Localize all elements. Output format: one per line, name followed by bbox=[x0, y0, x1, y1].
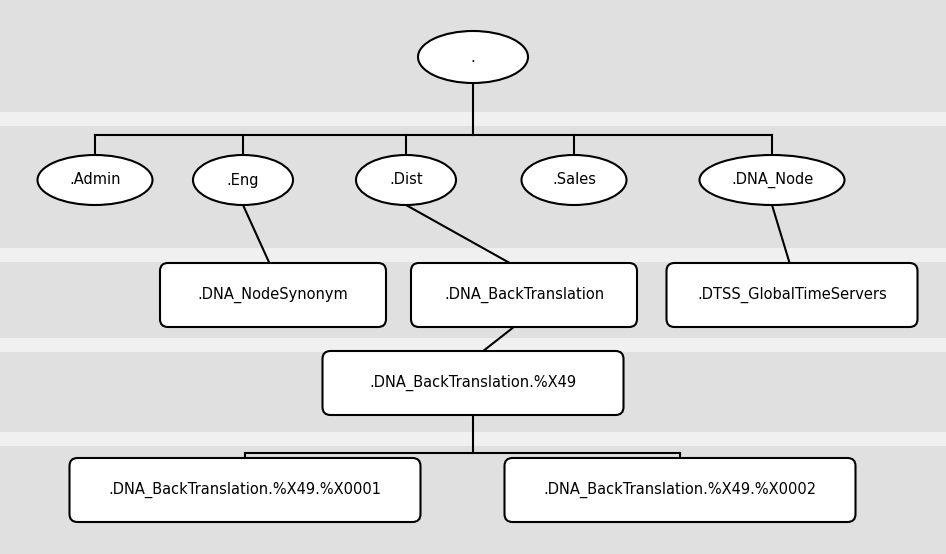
Text: .Sales: .Sales bbox=[552, 172, 596, 187]
Ellipse shape bbox=[418, 31, 528, 83]
FancyBboxPatch shape bbox=[160, 263, 386, 327]
FancyBboxPatch shape bbox=[323, 351, 623, 415]
Ellipse shape bbox=[521, 155, 626, 205]
Ellipse shape bbox=[356, 155, 456, 205]
Text: .DNA_NodeSynonym: .DNA_NodeSynonym bbox=[198, 287, 348, 303]
Text: .Dist: .Dist bbox=[389, 172, 423, 187]
Ellipse shape bbox=[38, 155, 152, 205]
Text: .DNA_BackTranslation.%X49.%X0001: .DNA_BackTranslation.%X49.%X0001 bbox=[109, 482, 381, 498]
FancyBboxPatch shape bbox=[667, 263, 918, 327]
Text: .DTSS_GlobalTimeServers: .DTSS_GlobalTimeServers bbox=[697, 287, 887, 303]
Text: .Eng: .Eng bbox=[227, 172, 259, 187]
Text: .DNA_Node: .DNA_Node bbox=[731, 172, 814, 188]
Ellipse shape bbox=[699, 155, 845, 205]
FancyBboxPatch shape bbox=[504, 458, 855, 522]
Bar bbox=[0, 338, 946, 352]
Text: .DNA_BackTranslation.%X49.%X0002: .DNA_BackTranslation.%X49.%X0002 bbox=[543, 482, 816, 498]
FancyBboxPatch shape bbox=[69, 458, 421, 522]
Bar bbox=[0, 432, 946, 446]
Text: .DNA_BackTranslation: .DNA_BackTranslation bbox=[444, 287, 604, 303]
Ellipse shape bbox=[193, 155, 293, 205]
Text: .Admin: .Admin bbox=[69, 172, 121, 187]
Text: .DNA_BackTranslation.%X49: .DNA_BackTranslation.%X49 bbox=[370, 375, 576, 391]
Text: .: . bbox=[470, 49, 476, 64]
Bar bbox=[0, 248, 946, 262]
Bar bbox=[0, 112, 946, 126]
FancyBboxPatch shape bbox=[411, 263, 637, 327]
